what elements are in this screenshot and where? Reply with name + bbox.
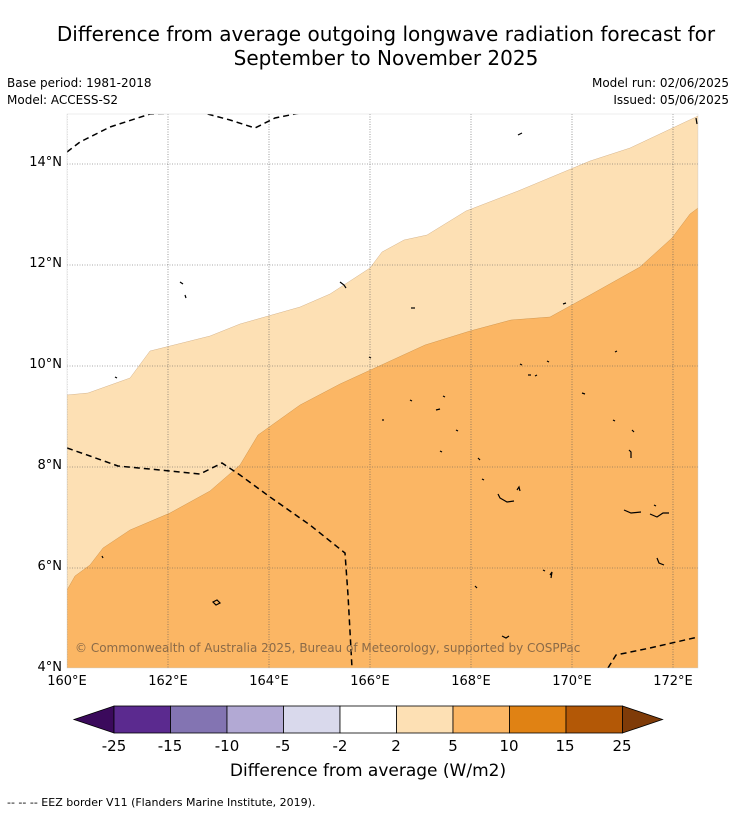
lon-label: 166°E	[350, 674, 390, 689]
map-title: Difference from average outgoing longwav…	[0, 22, 736, 70]
lon-label: 162°E	[148, 674, 188, 689]
model-name: Model: ACCESS-S2	[7, 93, 119, 107]
lon-label: 164°E	[249, 674, 289, 689]
colorbar-segment	[113, 705, 171, 734]
lat-label: 6°N	[37, 559, 63, 574]
colorbar-tick-label: -15	[157, 737, 183, 755]
colorbar-segment	[170, 705, 228, 734]
colorbar-segment	[339, 705, 397, 734]
eez-border	[67, 114, 698, 668]
colorbar-segment	[565, 705, 623, 734]
base-period: Base period: 1981-2018	[7, 76, 152, 90]
lon-label: 168°E	[451, 674, 491, 689]
colorbar-tick-label: -5	[275, 737, 291, 755]
map-frame	[66, 113, 699, 669]
colorbar-tick-label: 10	[499, 737, 519, 755]
colorbar-segment	[396, 705, 454, 734]
lon-label: 160°E	[47, 674, 87, 689]
title-line-1: Difference from average outgoing longwav…	[56, 22, 716, 46]
colorbar-segment	[452, 705, 510, 734]
meta-left: Base period: 1981-2018 Model: ACCESS-S2	[7, 75, 152, 109]
issued-date: Issued: 05/06/2025	[613, 93, 729, 107]
colorbar-title: Difference from average (W/m2)	[229, 761, 507, 781]
model-run: Model run: 02/06/2025	[591, 76, 729, 90]
lat-label: 12°N	[29, 256, 62, 271]
colorbar-tick-label: 15	[555, 737, 575, 755]
islands	[101, 117, 698, 639]
colorbar-arrow-low	[72, 705, 115, 734]
colorbar-tick-label: -10	[214, 737, 240, 755]
eez-footnote: -- -- -- EEZ border V11 (Flanders Marine…	[7, 796, 316, 809]
lat-label: 8°N	[37, 458, 63, 473]
colorbar-arrow-high	[622, 705, 664, 734]
graticule	[67, 114, 698, 668]
colorbar-tick-label: -25	[101, 737, 127, 755]
band-5-to-10	[67, 207, 698, 668]
copyright-notice: © Commonwealth of Australia 2025, Bureau…	[75, 641, 581, 655]
map-plot	[66, 113, 699, 669]
lon-label: 170°E	[552, 674, 592, 689]
meta-right: Model run: 02/06/2025 Issued: 05/06/2025	[592, 75, 729, 109]
title-line-2: September to November 2025	[233, 46, 539, 70]
colorbar-tick-label: -2	[332, 737, 348, 755]
colorbar-tick-label: 5	[448, 737, 458, 755]
colorbar-segment	[226, 705, 284, 734]
lon-label: 172°E	[653, 674, 693, 689]
colorbar-segment	[509, 705, 567, 734]
colorbar-tick-label: 25	[612, 737, 632, 755]
lat-label: 4°N	[37, 660, 63, 675]
colorbar-segment	[283, 705, 341, 734]
lat-label: 14°N	[29, 155, 62, 170]
colorbar-tick-label: 2	[391, 737, 401, 755]
lat-label: 10°N	[29, 357, 62, 372]
